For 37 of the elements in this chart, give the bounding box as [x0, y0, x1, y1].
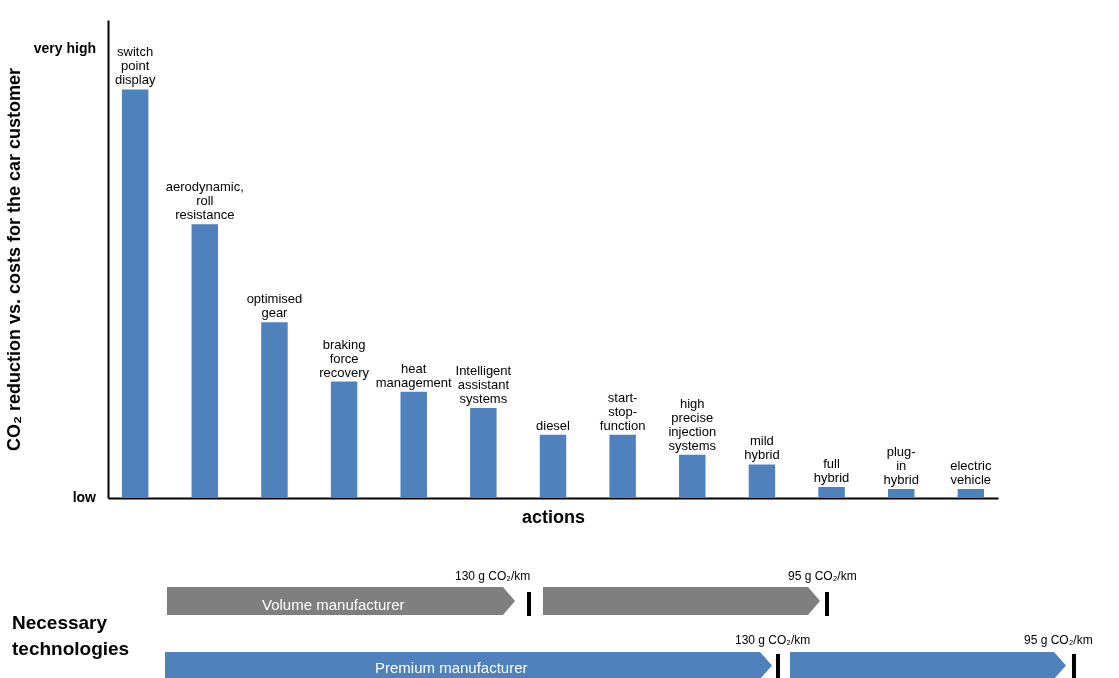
x-tick-label: start-stop-function [599, 389, 646, 433]
bar [957, 489, 985, 498]
x-axis-title: actions [521, 506, 586, 527]
bar [887, 489, 915, 498]
bar [539, 434, 567, 498]
bar [679, 454, 706, 498]
bar [121, 89, 149, 498]
x-tick-label: switch point display [114, 44, 156, 88]
x-tick-label: plug-in hybrid [883, 444, 919, 488]
x-tick-label: electric vehicle [950, 458, 992, 488]
x-tick-label: full hybrid [813, 455, 850, 485]
text: 130 g CO₂/km [735, 633, 811, 647]
text: very high [33, 39, 96, 56]
x-tick-label: high precise injection systems [668, 395, 717, 453]
bar [261, 322, 288, 498]
x-tick-label: heat management [375, 360, 453, 390]
text: Volume manufacturer [262, 596, 405, 613]
text: 95 g CO₂/km [788, 569, 857, 583]
bar [191, 224, 219, 498]
x-tick-label: aerodynamic, roll resistance [165, 179, 244, 223]
bar [609, 434, 636, 498]
bar [330, 381, 358, 498]
bar [470, 408, 497, 498]
x-tick-label: optimised gear [246, 291, 303, 321]
x-tick-label: diesel [536, 417, 571, 433]
y-axis-title: CO₂ reduction vs. costs for the car customer [3, 67, 24, 452]
x-tick-label: mild hybrid [744, 433, 780, 463]
x-tick-label: Intelligent assistant systems [455, 363, 512, 407]
text: Premium manufacturer [375, 659, 528, 676]
text: low [72, 489, 97, 505]
bar [748, 464, 776, 498]
bar [818, 486, 845, 498]
text: 130 g CO₂/km [455, 569, 531, 583]
bar [400, 391, 427, 498]
x-tick-label: braking force recovery [319, 336, 370, 380]
text: 95 g CO₂/km [1024, 633, 1093, 647]
text: Necessary technologies [12, 612, 130, 659]
